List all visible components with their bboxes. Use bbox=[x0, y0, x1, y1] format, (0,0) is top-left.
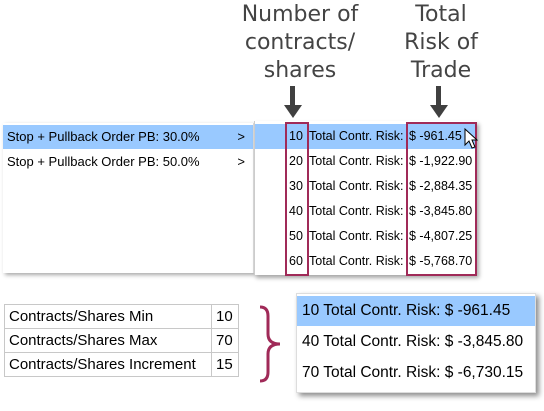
risk-label: Total Contr. Risk: bbox=[309, 229, 404, 243]
risk-label: Total Contr. Risk: bbox=[309, 254, 404, 268]
contracts-column-highlight bbox=[285, 122, 309, 276]
submenu-item[interactable]: 40 Total Contr. Risk: $ -3,845.80 bbox=[255, 199, 477, 224]
risk-label: Total Contr. Risk: bbox=[309, 129, 404, 143]
menu-item-pb-50[interactable]: Stop + Pullback Order PB: 50.0% > bbox=[3, 150, 253, 174]
risk-value: $ -5,768.70 bbox=[409, 254, 473, 268]
submenu-item[interactable]: 30 Total Contr. Risk: $ -2,884.35 bbox=[255, 174, 477, 199]
table-row: Contracts/Shares Increment 15 bbox=[4, 352, 239, 377]
contracts-settings-table: Contracts/Shares Min 10 Contracts/Shares… bbox=[4, 304, 239, 377]
chevron-right-icon: > bbox=[237, 129, 245, 144]
result-item[interactable]: 40 Total Contr. Risk: $ -3,845.80 bbox=[302, 333, 524, 350]
risk-value: $ -2,884.35 bbox=[409, 179, 473, 193]
menu-item-pb-30[interactable]: Stop + Pullback Order PB: 30.0% > bbox=[3, 125, 253, 149]
submenu-item[interactable]: 60 Total Contr. Risk: $ -5,768.70 bbox=[255, 249, 477, 274]
contracts-count: 30 bbox=[289, 179, 303, 193]
result-item[interactable]: 70 Total Contr. Risk: $ -6,730.15 bbox=[302, 364, 524, 381]
contracts-count: 20 bbox=[289, 154, 303, 168]
risk-value: $ -4,807.25 bbox=[409, 229, 473, 243]
contracts-count: 10 bbox=[289, 129, 303, 143]
risk-column-highlight bbox=[406, 122, 477, 276]
submenu-item[interactable]: 20 Total Contr. Risk: $ -1,922.90 bbox=[255, 149, 477, 174]
submenu-item[interactable]: 10 Total Contr. Risk: $ -961.45 bbox=[255, 124, 477, 149]
menu-item-label: Stop + Pullback Order PB: 30.0% bbox=[7, 129, 200, 144]
risk-label: Total Contr. Risk: bbox=[309, 154, 404, 168]
risk-label: Total Contr. Risk: bbox=[309, 179, 404, 193]
setting-value[interactable]: 10 bbox=[211, 304, 239, 329]
setting-value[interactable]: 70 bbox=[211, 328, 239, 353]
table-row: Contracts/Shares Max 70 bbox=[4, 328, 239, 353]
chevron-right-icon: > bbox=[237, 154, 245, 169]
setting-label: Contracts/Shares Min bbox=[4, 304, 212, 329]
risk-value: $ -961.45 bbox=[409, 129, 462, 143]
brace-icon bbox=[259, 305, 281, 383]
risk-callout: Total Risk of Trade bbox=[404, 2, 478, 83]
context-menu: Stop + Pullback Order PB: 30.0% > Stop +… bbox=[3, 123, 254, 273]
contracts-count: 50 bbox=[289, 229, 303, 243]
contracts-count: 40 bbox=[289, 204, 303, 218]
contracts-arrow-icon bbox=[284, 86, 302, 118]
result-item[interactable]: 10 Total Contr. Risk: $ -961.45 bbox=[297, 296, 535, 326]
risk-arrow-icon bbox=[430, 86, 448, 118]
risk-value: $ -3,845.80 bbox=[409, 204, 473, 218]
result-menu: 10 Total Contr. Risk: $ -961.45 40 Total… bbox=[296, 293, 536, 393]
table-row: Contracts/Shares Min 10 bbox=[4, 304, 239, 329]
risk-label: Total Contr. Risk: bbox=[309, 204, 404, 218]
risk-value: $ -1,922.90 bbox=[409, 154, 473, 168]
menu-item-label: Stop + Pullback Order PB: 50.0% bbox=[7, 154, 200, 169]
setting-label: Contracts/Shares Increment bbox=[4, 352, 212, 377]
setting-label: Contracts/Shares Max bbox=[4, 328, 212, 353]
submenu: 10 Total Contr. Risk: $ -961.45 20 Total… bbox=[254, 121, 477, 275]
contracts-count: 60 bbox=[289, 254, 303, 268]
setting-value[interactable]: 15 bbox=[211, 352, 239, 377]
submenu-item[interactable]: 50 Total Contr. Risk: $ -4,807.25 bbox=[255, 224, 477, 249]
contracts-callout: Number of contracts/ shares bbox=[241, 2, 359, 83]
mouse-cursor-icon bbox=[464, 128, 478, 149]
